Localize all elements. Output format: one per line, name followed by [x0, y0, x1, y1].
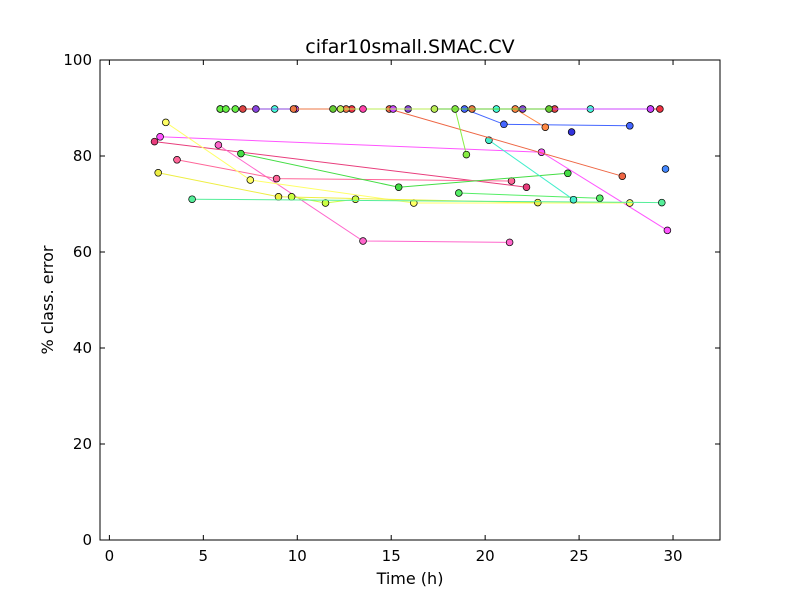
- data-point: [359, 237, 367, 245]
- data-point: [156, 133, 164, 141]
- x-tick-label: 5: [199, 547, 209, 565]
- data-point: [430, 105, 439, 113]
- y-tick-label: 40: [73, 339, 92, 357]
- data-point: [661, 165, 670, 173]
- data-point: [455, 189, 463, 197]
- series-3: [173, 156, 516, 185]
- data-point: [646, 105, 655, 113]
- data-point: [272, 174, 281, 183]
- series-line: [165, 121, 630, 204]
- data-point: [287, 193, 296, 201]
- data-point: [173, 156, 181, 164]
- series-14: [661, 165, 670, 173]
- x-tick-label: 20: [476, 547, 495, 565]
- y-tick-label: 0: [82, 531, 92, 549]
- data-point: [567, 128, 576, 136]
- series-line: [192, 198, 662, 204]
- data-point: [658, 198, 666, 207]
- data-point: [150, 137, 159, 146]
- data-point: [274, 193, 283, 201]
- series-0: [156, 133, 672, 235]
- series-9: [188, 195, 666, 207]
- data-point: [569, 195, 578, 204]
- data-point: [541, 123, 550, 131]
- x-tick-label: 25: [570, 547, 589, 565]
- data-point: [656, 105, 664, 113]
- data-point: [222, 105, 230, 113]
- data-point: [534, 198, 542, 207]
- data-point: [162, 118, 170, 127]
- data-point: [564, 169, 572, 178]
- data-point: [188, 195, 196, 203]
- data-point: [545, 105, 553, 113]
- series-26: [336, 105, 439, 113]
- y-tick-label: 60: [73, 243, 92, 261]
- x-axis-label: Time (h): [376, 569, 444, 588]
- y-tick-label: 80: [73, 147, 92, 165]
- y-tick-label: 100: [63, 51, 92, 69]
- x-tick-label: 0: [105, 547, 115, 565]
- data-point: [329, 105, 337, 113]
- data-point: [154, 169, 162, 177]
- x-tick-label: 10: [288, 547, 307, 565]
- data-point: [394, 183, 403, 191]
- series-10: [485, 136, 578, 204]
- data-point: [500, 120, 508, 129]
- series-20: [216, 105, 240, 113]
- y-axis-label: % class. error: [38, 245, 57, 354]
- x-tick-label: 15: [382, 547, 401, 565]
- data-point: [336, 105, 345, 113]
- data-point: [289, 105, 298, 113]
- data-point: [321, 199, 330, 207]
- series-line: [389, 108, 623, 177]
- data-point: [252, 105, 260, 113]
- data-point: [626, 122, 634, 130]
- data-point: [231, 105, 240, 113]
- y-tick-label: 20: [73, 435, 92, 453]
- plot-frame: [99, 59, 721, 541]
- series-4: [162, 118, 634, 207]
- data-point: [596, 194, 604, 202]
- series-27: [359, 105, 367, 113]
- series-1: [150, 137, 531, 191]
- data-point: [237, 149, 245, 158]
- data-point: [462, 150, 471, 159]
- data-point: [239, 105, 247, 113]
- series-12: [460, 105, 634, 130]
- data-point: [663, 226, 672, 235]
- data-point: [359, 105, 367, 113]
- series-line: [154, 141, 527, 188]
- series-line: [454, 108, 467, 155]
- data-point: [618, 172, 627, 180]
- series-16: [511, 105, 550, 131]
- data-point: [246, 176, 255, 184]
- series-line: [488, 139, 574, 201]
- series-13: [567, 128, 576, 136]
- data-point: [214, 141, 223, 149]
- chart-title: cifar10small.SMAC.CV: [305, 36, 514, 58]
- data-point: [522, 183, 531, 191]
- data-point: [351, 195, 360, 203]
- series-line: [514, 108, 546, 128]
- axis-ticks: 0 5 10 15 20 25 30 0 20 40 60 80 100: [63, 51, 720, 565]
- data-series: [150, 105, 672, 247]
- series-7: [237, 149, 572, 191]
- data-point: [505, 238, 514, 247]
- x-tick-label: 30: [663, 547, 682, 565]
- data-point: [626, 199, 634, 207]
